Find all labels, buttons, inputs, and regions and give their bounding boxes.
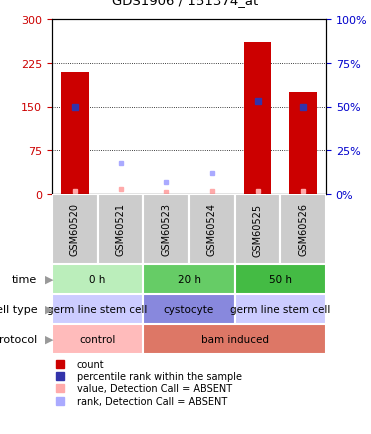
Text: germ line stem cell: germ line stem cell [47,304,148,314]
Bar [52,324,143,354]
Text: GSM60524: GSM60524 [207,203,217,256]
Bar [143,194,189,264]
Text: control: control [79,334,116,344]
Bar [235,194,280,264]
Text: 0 h: 0 h [89,274,106,284]
Bar [235,294,326,324]
Bar [189,194,235,264]
Text: ▶: ▶ [45,274,53,284]
Bar [61,72,89,194]
Text: germ line stem cell: germ line stem cell [230,304,331,314]
Text: GDS1906 / 151374_at: GDS1906 / 151374_at [112,0,259,7]
Text: ▶: ▶ [45,334,53,344]
Bar [52,194,98,264]
Bar [143,294,235,324]
Text: GSM60520: GSM60520 [70,203,80,256]
Text: ▶: ▶ [45,304,53,314]
Bar [235,264,326,294]
Text: bam induced: bam induced [201,334,269,344]
Text: GSM60523: GSM60523 [161,203,171,256]
Text: time: time [12,274,37,284]
Bar [289,93,317,194]
Text: percentile rank within the sample: percentile rank within the sample [77,371,242,381]
Text: rank, Detection Call = ABSENT: rank, Detection Call = ABSENT [77,396,227,406]
Text: GSM60521: GSM60521 [115,203,125,256]
Text: cystocyte: cystocyte [164,304,214,314]
Text: 50 h: 50 h [269,274,292,284]
Text: 20 h: 20 h [177,274,200,284]
Text: cell type: cell type [0,304,37,314]
Text: protocol: protocol [0,334,37,344]
Bar [52,264,143,294]
Bar [98,194,143,264]
Text: value, Detection Call = ABSENT: value, Detection Call = ABSENT [77,383,232,393]
Text: count: count [77,359,104,369]
Bar [143,264,235,294]
Bar [244,43,271,194]
Bar [52,294,143,324]
Bar [280,194,326,264]
Text: GSM60526: GSM60526 [298,203,308,256]
Text: GSM60525: GSM60525 [253,203,263,256]
Bar [143,324,326,354]
